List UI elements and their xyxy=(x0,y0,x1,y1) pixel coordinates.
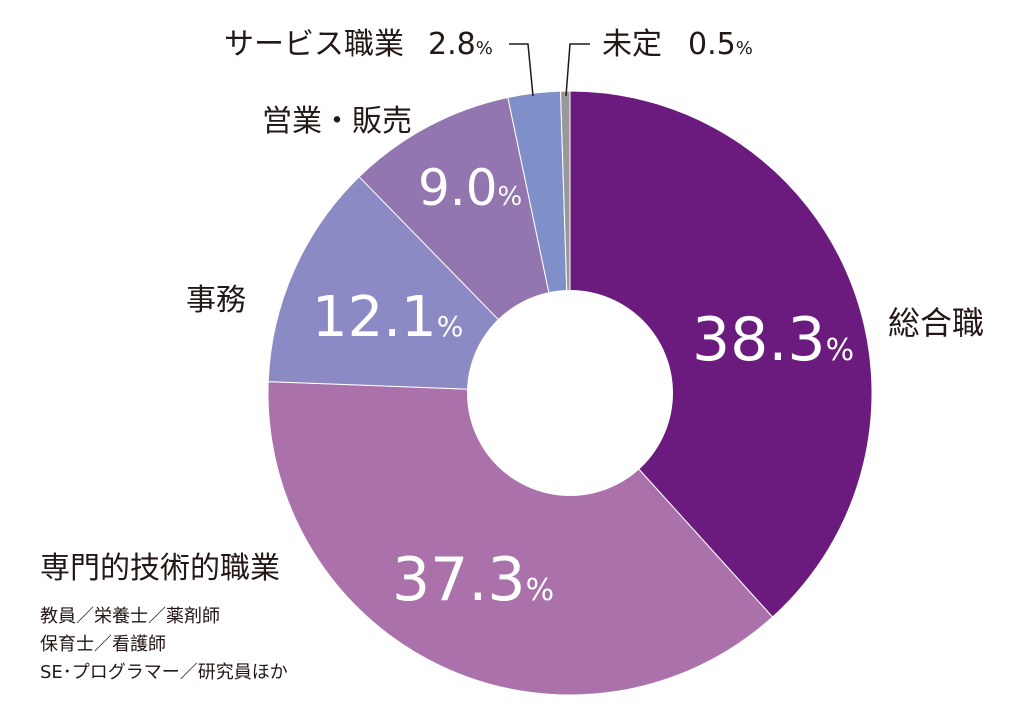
pct-service-unit: % xyxy=(476,38,493,59)
pct-jimu-unit: % xyxy=(437,310,464,343)
pct-eigyo-value: 9.0 xyxy=(418,159,498,217)
label-mitei: 未定 xyxy=(602,27,662,62)
note-line-1: 教員／栄養士／薬剤師 xyxy=(40,606,220,627)
pct-senmon-value: 37.3 xyxy=(392,545,526,615)
slices-group xyxy=(267,90,873,696)
slice-senmon xyxy=(267,381,774,696)
pct-mitei-value: 0.5 xyxy=(688,27,736,62)
pct-sogoshoku: 38.3% xyxy=(692,305,854,375)
label-eigyo: 営業・販売 xyxy=(262,104,412,139)
pct-eigyo: 9.0% xyxy=(418,159,522,217)
pct-jimu: 12.1% xyxy=(312,285,463,350)
pct-service: 2.8% xyxy=(428,27,493,62)
label-senmon: 専門的技術的職業 xyxy=(40,551,280,586)
pct-senmon-unit: % xyxy=(526,573,555,608)
pct-sogoshoku-value: 38.3 xyxy=(692,305,826,375)
note-line-2: 保育士／看護師 xyxy=(40,634,166,655)
pct-mitei: 0.5% xyxy=(688,27,753,62)
pct-service-value: 2.8 xyxy=(428,27,476,62)
pct-jimu-value: 12.1 xyxy=(312,285,437,350)
pct-sogoshoku-unit: % xyxy=(826,333,855,368)
pct-mitei-unit: % xyxy=(736,38,753,59)
label-jimu: 事務 xyxy=(186,283,246,318)
leader-line-undecided xyxy=(565,43,590,97)
label-sogoshoku: 総合職 xyxy=(888,304,984,342)
label-service: サービス職業 xyxy=(224,27,404,62)
donut-hole xyxy=(467,290,673,496)
pct-senmon: 37.3% xyxy=(392,545,554,615)
pct-eigyo-unit: % xyxy=(498,182,523,212)
slice-sogoshoku xyxy=(569,90,873,618)
note-line-3: SE･プログラマー／研究員ほか xyxy=(40,662,288,683)
leader-line-service xyxy=(509,43,534,97)
